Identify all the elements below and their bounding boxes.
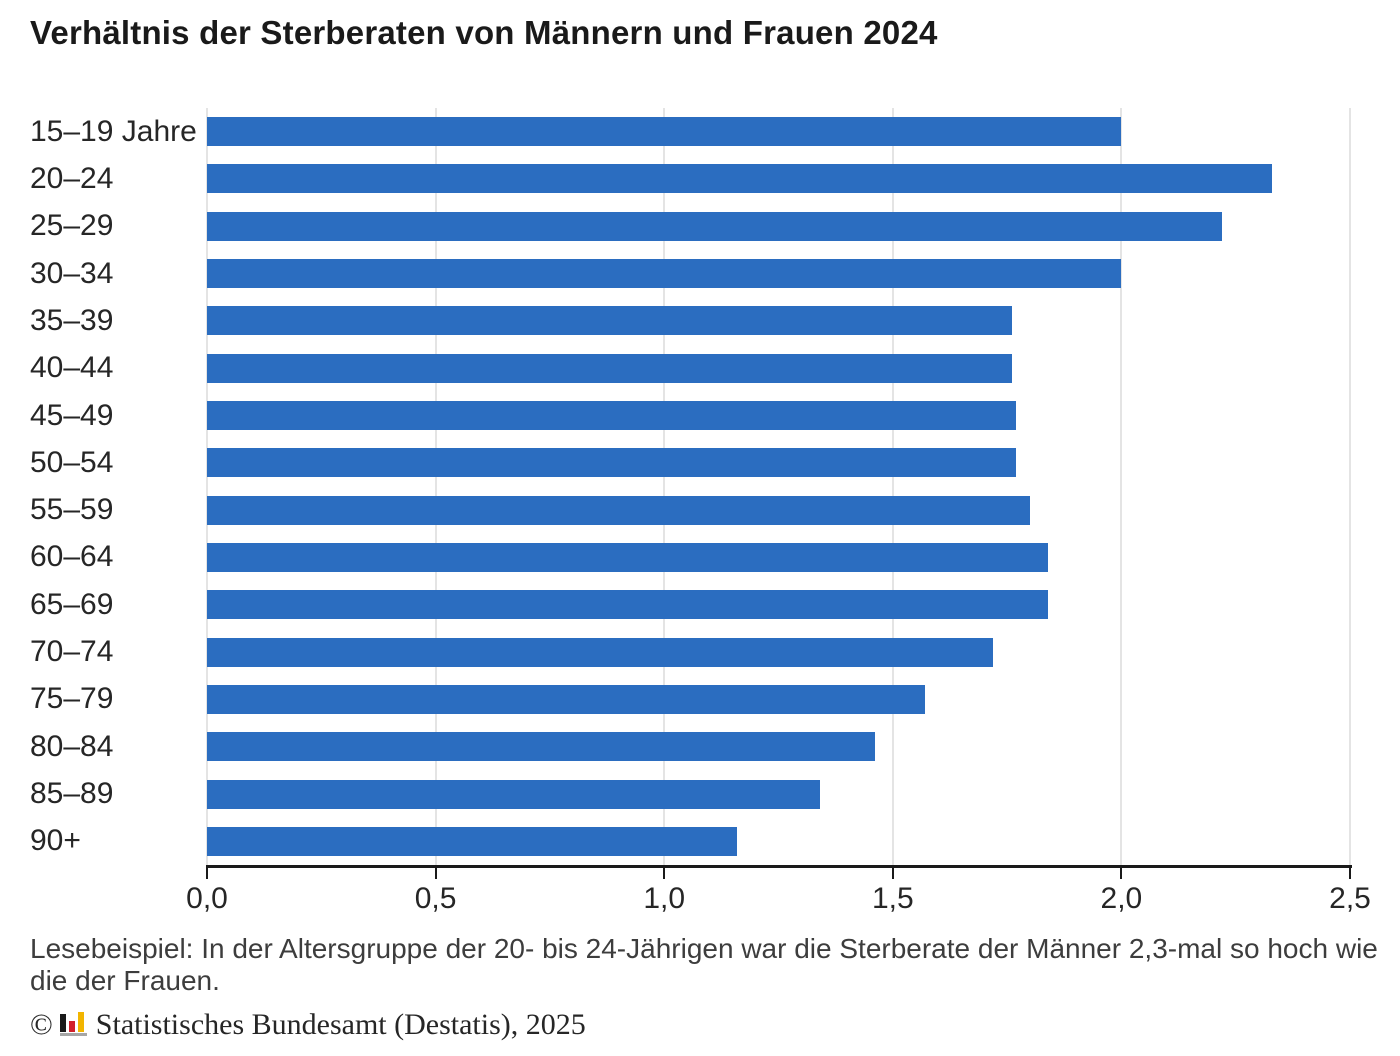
bar-25–29	[207, 211, 1222, 241]
logo-bar-red	[68, 1021, 75, 1032]
bar-15–19 Jahre	[207, 117, 1122, 147]
bar-20–24	[207, 164, 1273, 194]
bar-80–84	[207, 732, 875, 762]
x-axis-tick-label: 2,5	[1329, 882, 1371, 915]
y-axis-label: 60–64	[30, 540, 114, 574]
x-axis-tick	[663, 868, 666, 879]
destatis-logo-icon	[59, 1010, 87, 1036]
reading-example-text: Lesebeispiel: In der Altersgruppe der 20…	[30, 933, 1378, 996]
y-axis-label: 20–24	[30, 161, 114, 195]
x-axis-tick-label: 0,0	[186, 882, 228, 915]
y-axis-label: 15–19 Jahre	[30, 114, 197, 148]
logo-bar-black	[59, 1014, 66, 1032]
y-axis-label: 50–54	[30, 445, 114, 479]
x-axis-line	[206, 865, 1352, 868]
logo-baseline	[59, 1033, 87, 1036]
x-axis-tick-label: 1,0	[643, 882, 686, 915]
x-axis-tick	[206, 868, 208, 879]
x-axis-tick	[1120, 868, 1123, 879]
x-axis-tick-label: 1,5	[871, 882, 914, 915]
source-footer: © Statistisches Bundesamt (Destatis), 202…	[30, 1008, 586, 1042]
y-axis-label: 75–79	[30, 682, 114, 716]
y-axis-label: 55–59	[30, 493, 114, 527]
gridline	[206, 108, 208, 865]
chart-title: Verhältnis der Sterberaten von Männern u…	[30, 14, 938, 51]
gridline	[434, 108, 437, 865]
y-axis-label: 85–89	[30, 777, 114, 811]
y-axis-label: 90+	[30, 824, 81, 858]
gridline	[663, 108, 666, 865]
y-axis-label: 80–84	[30, 729, 114, 763]
y-axis-label: 30–34	[30, 256, 114, 290]
x-axis-tick-label: 0,5	[414, 882, 457, 915]
bar-30–34	[207, 259, 1122, 289]
gridline	[1349, 108, 1351, 865]
copyright-symbol: ©	[30, 1008, 53, 1041]
bar-60–64	[207, 542, 1049, 572]
x-axis-tick	[1349, 868, 1351, 879]
y-axis-label: 25–29	[30, 209, 114, 243]
x-axis-tick-label: 2,0	[1100, 882, 1143, 915]
gridline	[891, 108, 894, 865]
x-axis: 0,0 0,5 1,0 1,5 2,0 2,5	[186, 868, 1371, 928]
bar-90+	[207, 826, 738, 856]
bar-50–54	[207, 448, 1017, 478]
y-axis-label: 65–69	[30, 587, 114, 621]
bar-55–59	[207, 495, 1030, 525]
y-axis-label: 40–44	[30, 351, 114, 385]
bar-45–49	[207, 401, 1017, 431]
logo-bar-gold	[77, 1012, 84, 1032]
bar-70–74	[207, 637, 994, 667]
x-axis-tick	[434, 868, 437, 879]
y-axis-label: 35–39	[30, 303, 114, 337]
bar-65–69	[207, 590, 1049, 620]
y-axis-label: 45–49	[30, 398, 114, 432]
gridline	[1120, 108, 1123, 865]
x-axis-tick	[891, 868, 894, 879]
y-axis-label: 70–74	[30, 635, 114, 669]
bar-75–79	[207, 684, 925, 714]
plot-area	[206, 108, 1351, 865]
y-axis-labels: 15–19 Jahre 20–24 25–29 30–34 35–39 40–44 45–4…	[30, 108, 205, 865]
bar-85–89	[207, 779, 820, 809]
bar-35–39	[207, 306, 1012, 336]
source-text: Statistisches Bundesamt (Destatis), 2025	[95, 1008, 586, 1041]
bar-40–44	[207, 353, 1012, 383]
